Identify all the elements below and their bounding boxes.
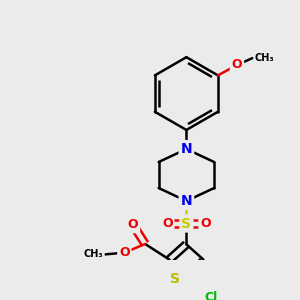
Text: S: S (170, 272, 181, 286)
Text: Cl: Cl (205, 291, 218, 300)
Text: O: O (119, 246, 130, 259)
Text: N: N (181, 194, 192, 208)
Text: CH₃: CH₃ (254, 53, 274, 63)
Text: O: O (200, 217, 211, 230)
Text: O: O (232, 58, 242, 71)
Text: S: S (182, 217, 191, 230)
Text: O: O (128, 218, 138, 231)
Text: CH₃: CH₃ (84, 249, 104, 260)
Text: O: O (162, 217, 172, 230)
Text: N: N (181, 142, 192, 156)
